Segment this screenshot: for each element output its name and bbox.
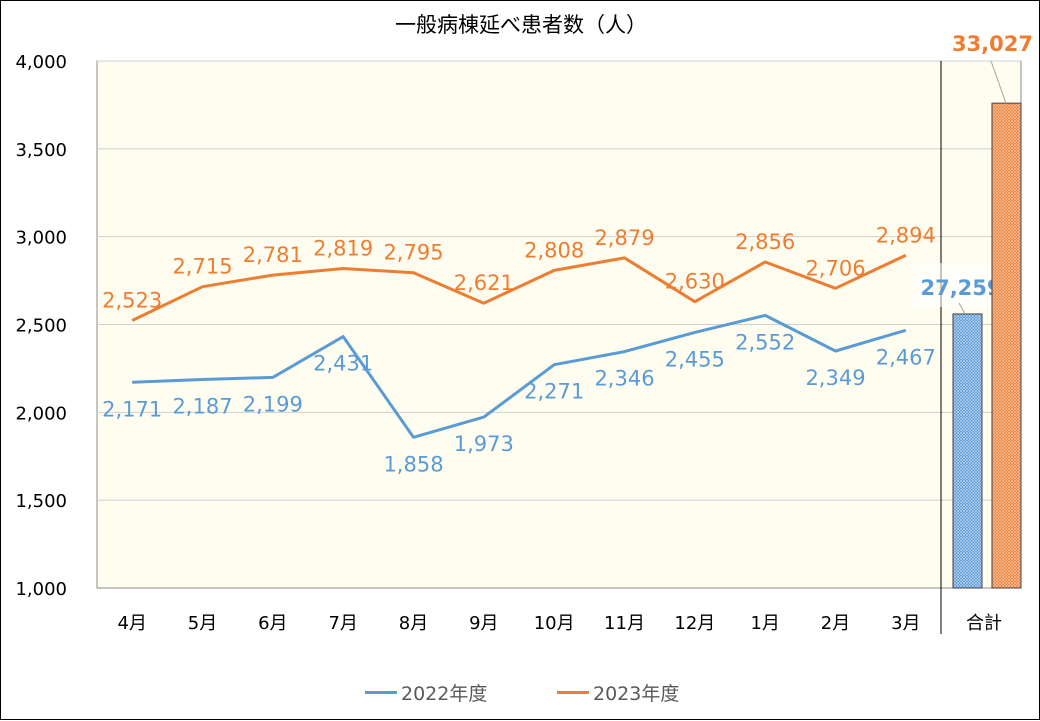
x-tick-label-total: 合計 bbox=[966, 613, 1002, 634]
x-tick-label: 10月 bbox=[534, 613, 575, 634]
y-tick-label: 2,000 bbox=[15, 403, 67, 424]
y-axis-ticks: 1,000 1,500 2,000 2,500 3,000 3,500 4,000 bbox=[15, 52, 67, 600]
legend-label: 2023年度 bbox=[593, 683, 680, 705]
data-label: 2,808 bbox=[524, 238, 584, 262]
y-tick-label: 3,000 bbox=[15, 228, 67, 249]
total-label: 27,259 bbox=[920, 276, 1001, 300]
data-label: 2,431 bbox=[313, 352, 373, 376]
legend-swatch bbox=[557, 691, 589, 694]
data-label: 2,346 bbox=[594, 367, 654, 391]
chart-title: 一般病棟延べ患者数（人） bbox=[395, 13, 647, 37]
legend-item-2023: 2023年度 bbox=[557, 679, 679, 706]
x-tick-label: 11月 bbox=[604, 613, 645, 634]
y-tick-label: 3,500 bbox=[15, 140, 67, 161]
x-tick-label: 8月 bbox=[399, 613, 428, 634]
y-tick-label: 2,500 bbox=[15, 316, 67, 337]
y-tick-label: 1,000 bbox=[15, 579, 67, 600]
data-label: 1,858 bbox=[383, 452, 443, 476]
data-label: 2,715 bbox=[172, 255, 232, 279]
legend-label: 2022年度 bbox=[401, 683, 488, 705]
x-tick-label: 7月 bbox=[328, 613, 357, 634]
data-label: 2,523 bbox=[102, 288, 162, 312]
data-label: 2,349 bbox=[805, 366, 865, 390]
data-label: 2,819 bbox=[313, 236, 373, 260]
series-lines bbox=[131, 253, 907, 439]
legend-swatch bbox=[365, 691, 397, 694]
data-label: 2,630 bbox=[665, 270, 725, 294]
data-label: 2,271 bbox=[524, 380, 584, 404]
data-label: 2,187 bbox=[172, 394, 232, 418]
legend-item-2022: 2022年度 bbox=[365, 679, 487, 706]
leader-line bbox=[958, 302, 966, 315]
x-tick-label: 5月 bbox=[188, 613, 217, 634]
x-tick-label: 12月 bbox=[674, 613, 715, 634]
total-bar bbox=[952, 313, 983, 589]
leader-line bbox=[990, 60, 1007, 104]
y-tick-label: 4,000 bbox=[15, 52, 67, 73]
data-label: 2,552 bbox=[735, 330, 795, 354]
x-tick-label: 1月 bbox=[750, 613, 779, 634]
x-tick-label: 2月 bbox=[821, 613, 850, 634]
total-bar bbox=[991, 102, 1022, 589]
series-line-2023 bbox=[131, 253, 907, 322]
data-label: 2,795 bbox=[383, 241, 443, 265]
data-label: 2,171 bbox=[102, 397, 162, 421]
gridlines bbox=[97, 60, 1021, 634]
total-bars: 27,259 33,027 bbox=[913, 32, 1033, 589]
data-label: 2,879 bbox=[594, 226, 654, 250]
data-label: 2,856 bbox=[735, 230, 795, 254]
data-label: 2,706 bbox=[805, 256, 865, 280]
data-label: 1,973 bbox=[454, 432, 514, 456]
data-labels: 2,171 2,187 2,199 2,431 1,858 1,973 2,271 2,346… bbox=[102, 223, 936, 476]
legend: 2022年度 2023年度 bbox=[1, 679, 1040, 706]
total-label: 33,027 bbox=[952, 32, 1033, 56]
series-line-2022 bbox=[132, 313, 907, 439]
data-label: 2,455 bbox=[665, 347, 725, 371]
data-label: 2,894 bbox=[876, 223, 936, 247]
x-tick-label: 4月 bbox=[117, 613, 146, 634]
x-axis-ticks: 4月 5月 6月 7月 8月 9月 10月 11月 12月 1月 2月 3月 合計 bbox=[117, 613, 1002, 634]
x-tick-label: 9月 bbox=[469, 613, 498, 634]
x-tick-label: 3月 bbox=[891, 613, 920, 634]
data-label: 2,781 bbox=[243, 243, 303, 267]
data-label: 2,467 bbox=[876, 345, 936, 369]
data-label: 2,621 bbox=[454, 271, 514, 295]
x-tick-label: 6月 bbox=[258, 613, 287, 634]
y-tick-label: 1,500 bbox=[15, 491, 67, 512]
data-label: 2,199 bbox=[243, 392, 303, 416]
